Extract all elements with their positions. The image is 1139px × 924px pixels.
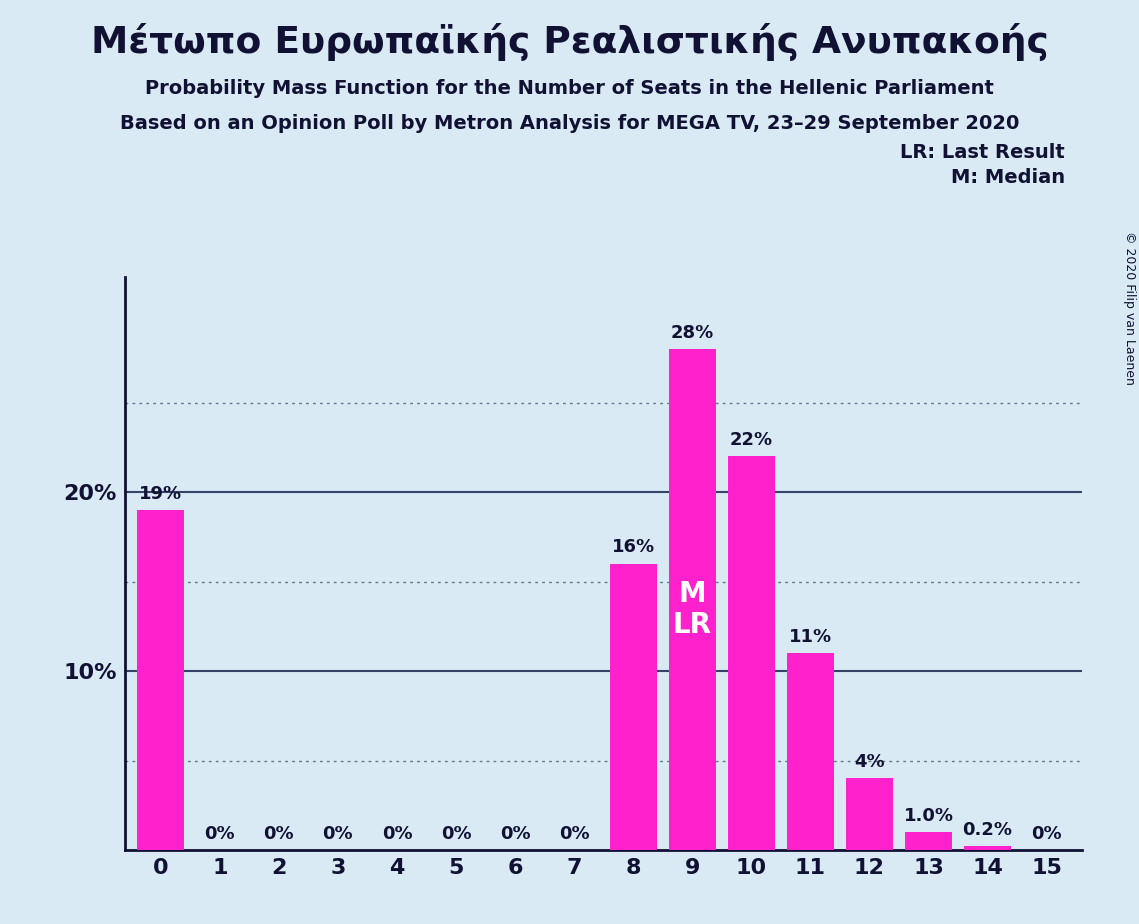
Bar bbox=[964, 846, 1011, 850]
Text: 0%: 0% bbox=[500, 825, 531, 843]
Text: 1.0%: 1.0% bbox=[903, 807, 953, 825]
Text: LR: Last Result: LR: Last Result bbox=[900, 143, 1065, 163]
Bar bbox=[904, 833, 952, 850]
Text: 0%: 0% bbox=[322, 825, 353, 843]
Text: 19%: 19% bbox=[139, 485, 182, 503]
Bar bbox=[787, 653, 834, 850]
Text: Μέτωπο Ευρωπαϊκής Ρεαλιστικής Ανυπακοής: Μέτωπο Ευρωπαϊκής Ρεαλιστικής Ανυπακοής bbox=[91, 23, 1048, 61]
Text: 28%: 28% bbox=[671, 323, 714, 342]
Bar bbox=[728, 456, 775, 850]
Text: 4%: 4% bbox=[854, 753, 885, 772]
Text: 22%: 22% bbox=[730, 432, 773, 449]
Bar bbox=[609, 564, 657, 850]
Text: M: Median: M: Median bbox=[951, 168, 1065, 188]
Text: 16%: 16% bbox=[612, 539, 655, 556]
Bar bbox=[137, 510, 185, 850]
Text: 0%: 0% bbox=[441, 825, 472, 843]
Text: 0%: 0% bbox=[559, 825, 590, 843]
Text: M
LR: M LR bbox=[673, 580, 712, 638]
Text: Probability Mass Function for the Number of Seats in the Hellenic Parliament: Probability Mass Function for the Number… bbox=[145, 79, 994, 98]
Text: 0%: 0% bbox=[382, 825, 412, 843]
Text: 0.2%: 0.2% bbox=[962, 821, 1013, 839]
Bar bbox=[669, 349, 716, 850]
Text: Based on an Opinion Poll by Metron Analysis for MEGA TV, 23–29 September 2020: Based on an Opinion Poll by Metron Analy… bbox=[120, 114, 1019, 133]
Text: 0%: 0% bbox=[1031, 825, 1062, 843]
Text: 0%: 0% bbox=[205, 825, 235, 843]
Bar bbox=[846, 778, 893, 850]
Text: © 2020 Filip van Laenen: © 2020 Filip van Laenen bbox=[1123, 231, 1136, 385]
Text: 0%: 0% bbox=[263, 825, 294, 843]
Text: 11%: 11% bbox=[789, 628, 831, 646]
